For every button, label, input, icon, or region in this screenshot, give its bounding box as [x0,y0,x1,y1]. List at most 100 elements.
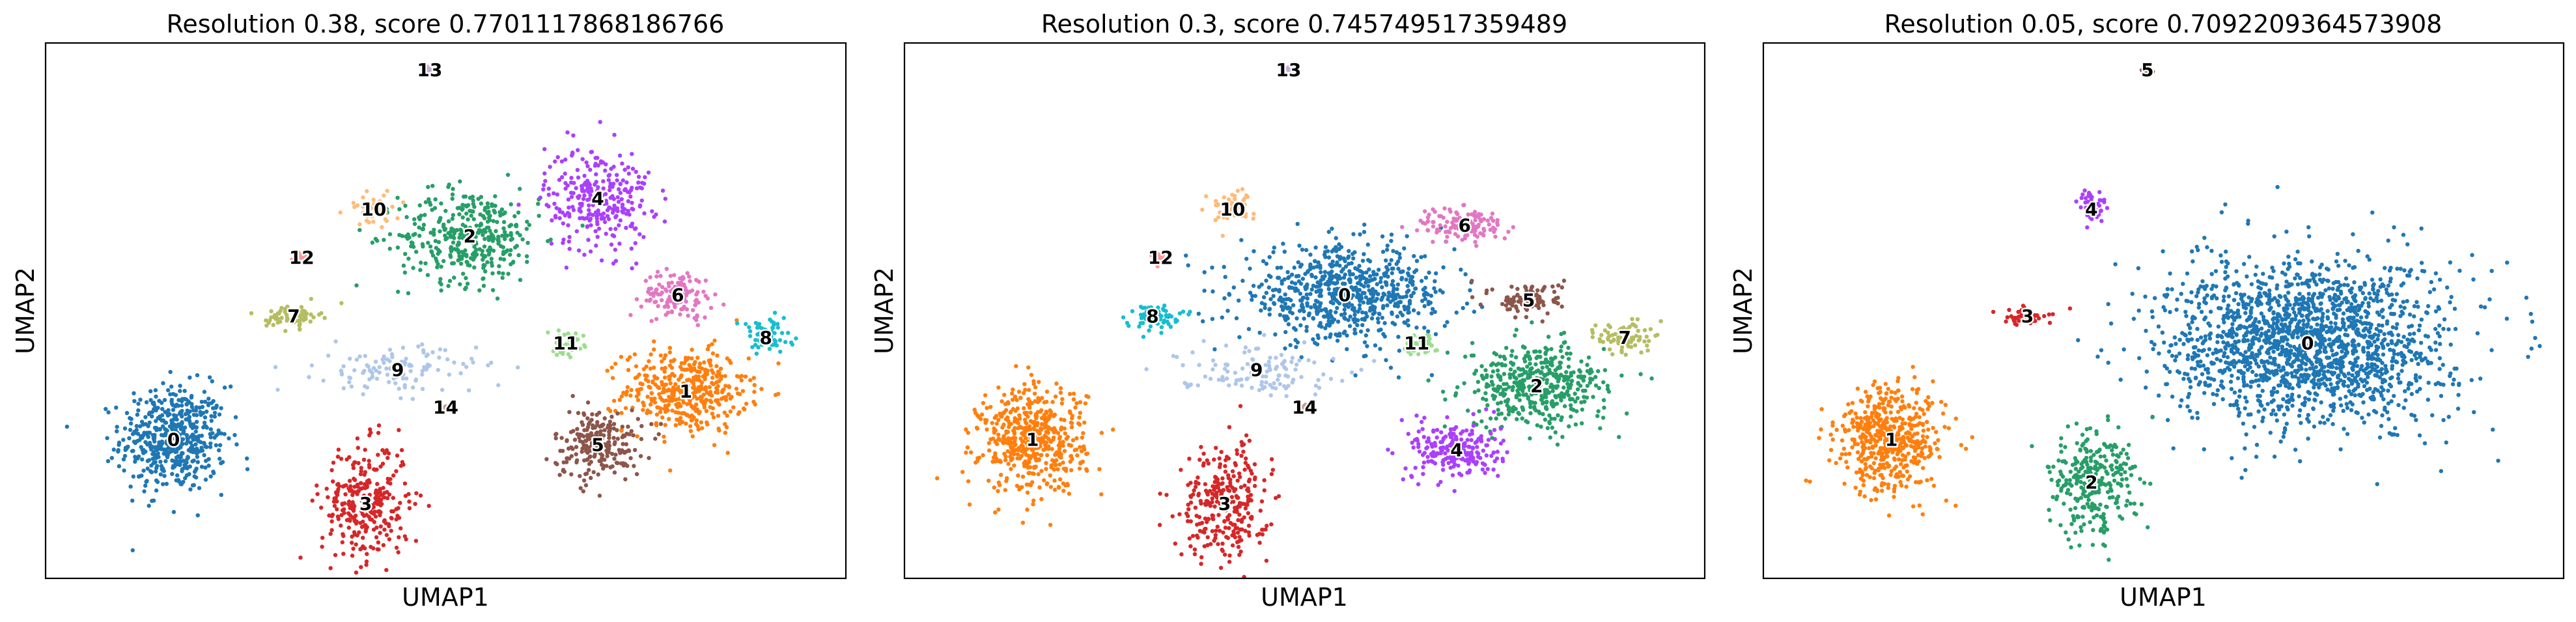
cell-point [613,361,618,366]
cell-point [158,427,162,432]
cell-point [613,247,617,252]
cell-point [714,380,719,385]
cell-point [473,249,478,254]
cell-point [419,261,423,265]
cell-point [439,264,443,269]
cell-point [1515,417,1519,421]
cell-point [1433,332,1438,337]
cell-point [1390,310,1394,315]
cell-point [408,369,413,373]
cell-point [1062,417,1067,423]
cell-point [496,236,501,241]
cell-point [1369,291,1373,296]
cell-point [593,156,598,160]
cell-point [735,318,739,322]
cell-point [420,372,425,377]
cell-point [1186,483,1190,487]
cell-point [1225,515,1230,520]
cell-point [748,329,753,333]
cell-point [1549,416,1554,421]
cell-point [1021,391,1026,395]
cell-point [129,417,133,421]
cell-point [663,365,667,371]
cell-point [488,229,492,233]
cell-point [564,460,569,464]
cell-point [1343,289,1349,294]
cell-point [432,233,436,237]
cell-point [501,271,505,276]
cell-point [1067,409,1072,414]
cell-point [1052,478,1057,483]
cell-point [1370,299,1375,304]
cell-point [615,173,619,177]
cell-point [1041,447,1046,452]
cell-point [361,457,367,462]
cell-point [637,372,641,377]
cell-point [1346,297,1351,302]
cell-point [630,201,634,205]
cell-point [374,525,379,530]
cell-point [1477,409,1481,414]
cell-point [273,365,278,369]
cell-point [1566,345,1571,350]
cell-point [187,472,191,477]
cell-point [1296,279,1302,284]
cell-point [202,440,206,445]
cell-point [430,184,435,188]
cell-point [1601,346,1606,351]
cell-point [1336,319,1341,324]
cell-point [370,371,374,375]
cell-point [391,509,396,514]
cell-point [433,238,438,244]
cell-point [1325,249,1330,253]
cell-point [1504,387,1508,391]
cell-point [1463,272,1468,277]
cell-point [354,542,358,547]
cell-point [516,253,521,257]
cell-point [140,457,145,462]
cell-point [464,365,469,369]
cell-point [1242,467,1247,472]
cell-point [1067,491,1072,496]
cell-point [1355,292,1360,296]
cell-point [1044,453,1050,458]
cell-point [1323,274,1327,279]
cell-point [1462,381,1466,386]
cell-point [190,459,195,464]
cell-point [1483,391,1488,395]
cell-point [175,461,180,466]
cell-point [740,389,746,393]
cell-point [725,414,729,418]
cell-point [1270,468,1276,472]
cell-point [1208,503,1213,508]
cell-point [753,402,757,406]
cell-point [161,468,165,473]
cell-point [266,320,271,325]
cell-point [635,434,639,439]
cell-point [570,205,575,209]
cell-point [460,203,465,207]
cell-point [1261,295,1267,300]
cell-point [1452,488,1457,494]
cell-point [1012,463,1016,468]
cell-point [171,509,176,515]
cell-point [637,387,642,392]
cell-point [707,344,711,348]
cell-point [660,188,665,193]
cell-point [1545,399,1549,404]
cell-point [1303,272,1308,276]
cluster-14-points [443,404,449,410]
cell-point [600,212,604,217]
cell-point [568,355,573,360]
cell-point [232,432,237,438]
cell-point [482,244,487,249]
cell-point [458,371,463,376]
cell-point [1239,519,1244,524]
cell-point [610,210,615,215]
cell-point [175,473,180,477]
cell-point [645,411,649,416]
cell-point [548,165,552,169]
cell-point [1319,324,1324,329]
cell-point [597,493,602,498]
cell-point [1283,292,1287,297]
